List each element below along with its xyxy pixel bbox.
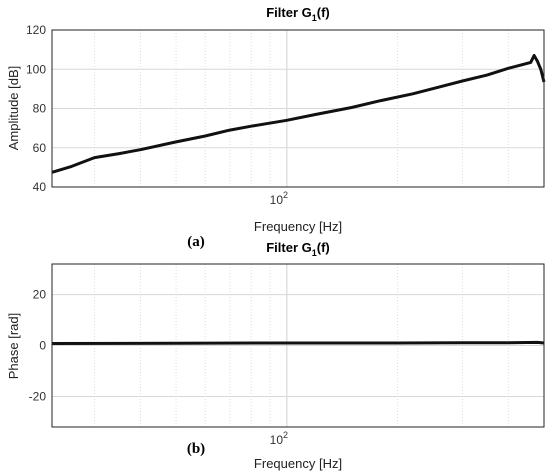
y-axis-label-a: Amplitude [dB]	[6, 66, 21, 151]
tick-labels-a: 40 60 80 100 120 102	[26, 23, 288, 207]
y-axis-label-b: Phase [rad]	[6, 313, 21, 380]
plot-frame-b	[51, 263, 545, 428]
x-axis-label-b: Frequency [Hz]	[254, 456, 342, 471]
chart-a-title: Filter G1(f)	[266, 5, 330, 23]
plot-frame-a	[51, 29, 545, 188]
y-tick-label-a-0: 40	[33, 180, 47, 194]
grid-a	[52, 29, 544, 188]
x-tick-label-a-0: 102	[270, 190, 288, 207]
y-tick-label-a-1: 60	[33, 141, 47, 155]
series-line-b	[51, 340, 545, 345]
panel-a: Filter G1(f) 40 60 80 100 120 102 Frequency […	[6, 5, 546, 250]
y-tick-label-b-1: 0	[39, 339, 46, 353]
tick-labels-b: -20 0 20 102	[29, 288, 288, 447]
panel-b: Filter G1(f) -20 0 20 102 Frequency [Hz] Ph…	[6, 240, 545, 471]
y-tick-label-b-2: 20	[33, 288, 47, 302]
panel-label-a: (a)	[187, 234, 205, 250]
series-line-a	[51, 54, 546, 174]
x-axis-label-a: Frequency [Hz]	[254, 219, 342, 234]
y-tick-label-b-0: -20	[29, 389, 47, 403]
y-tick-label-a-2: 80	[33, 102, 47, 116]
y-tick-label-a-3: 100	[26, 62, 46, 76]
x-tick-label-b-0: 102	[270, 430, 288, 447]
y-tick-label-a-4: 120	[26, 23, 46, 37]
panel-label-b: (b)	[187, 441, 205, 457]
chart-b-title: Filter G1(f)	[266, 240, 330, 258]
grid-b	[52, 264, 544, 427]
